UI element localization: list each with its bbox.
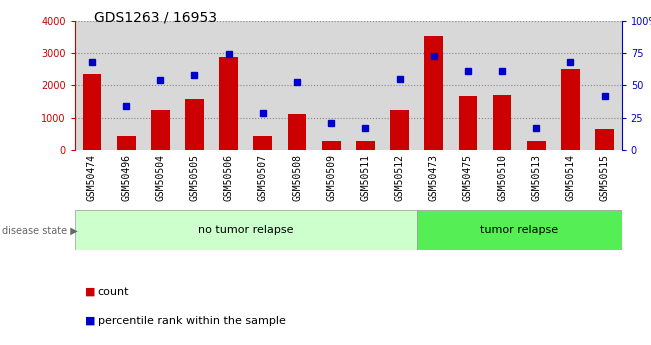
Text: GSM50515: GSM50515 xyxy=(600,155,609,201)
Text: GSM50496: GSM50496 xyxy=(121,155,131,201)
Bar xyxy=(390,110,409,150)
Bar xyxy=(356,141,375,150)
Text: GSM50505: GSM50505 xyxy=(189,155,199,201)
Text: GSM50512: GSM50512 xyxy=(395,155,404,201)
Bar xyxy=(83,74,102,150)
Bar xyxy=(151,110,170,150)
Bar xyxy=(424,36,443,150)
Bar xyxy=(458,96,477,150)
Text: GSM50475: GSM50475 xyxy=(463,155,473,201)
Text: ■: ■ xyxy=(85,287,95,296)
Bar xyxy=(561,69,580,150)
Text: ■: ■ xyxy=(85,316,95,326)
Text: GSM50514: GSM50514 xyxy=(566,155,575,201)
Text: count: count xyxy=(98,287,129,296)
Text: no tumor relapse: no tumor relapse xyxy=(198,225,294,235)
Bar xyxy=(75,210,417,250)
Text: GSM50506: GSM50506 xyxy=(224,155,234,201)
Text: GSM50507: GSM50507 xyxy=(258,155,268,201)
Text: GSM50511: GSM50511 xyxy=(361,155,370,201)
Bar xyxy=(595,129,614,150)
Text: GSM50509: GSM50509 xyxy=(326,155,336,201)
Text: tumor relapse: tumor relapse xyxy=(480,225,559,235)
Bar xyxy=(117,136,135,150)
Bar xyxy=(253,137,272,150)
Text: disease state ▶: disease state ▶ xyxy=(2,225,77,235)
Bar xyxy=(185,99,204,150)
Text: GSM50473: GSM50473 xyxy=(429,155,439,201)
Bar xyxy=(219,57,238,150)
Bar xyxy=(493,95,512,150)
Text: GSM50513: GSM50513 xyxy=(531,155,541,201)
Text: GSM50508: GSM50508 xyxy=(292,155,302,201)
Bar xyxy=(322,141,340,150)
Bar xyxy=(288,115,307,150)
Text: GDS1263 / 16953: GDS1263 / 16953 xyxy=(94,10,217,24)
Text: GSM50474: GSM50474 xyxy=(87,155,97,201)
Text: GSM50510: GSM50510 xyxy=(497,155,507,201)
Text: GSM50504: GSM50504 xyxy=(156,155,165,201)
Text: percentile rank within the sample: percentile rank within the sample xyxy=(98,316,286,326)
Bar xyxy=(417,210,622,250)
Bar xyxy=(527,141,546,150)
